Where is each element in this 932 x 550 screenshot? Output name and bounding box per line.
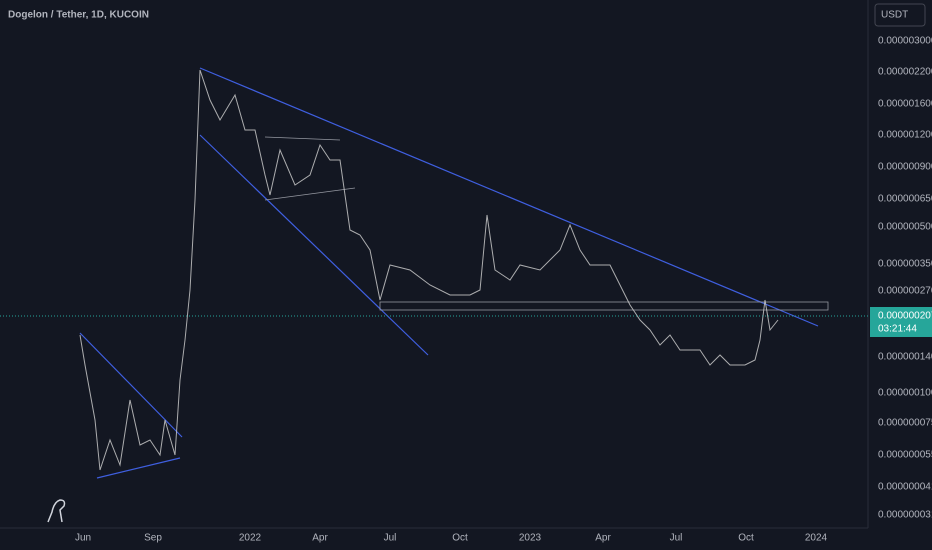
range-box: [379, 301, 829, 311]
time-label: Oct: [452, 533, 468, 544]
time-label: 2024: [805, 533, 828, 544]
current-price: 0.0000002074: [878, 311, 932, 322]
current-price-badge: [870, 307, 932, 337]
time-label: 2023: [519, 533, 542, 544]
symbol-title: Dogelon / Tether, 1D, KUCOIN: [8, 10, 149, 21]
price-label: 0.0000000310: [878, 510, 932, 521]
price-label: 0.0000000410: [878, 482, 932, 493]
trendline: [79, 332, 183, 438]
time-label: Jul: [670, 533, 683, 544]
trendline: [199, 134, 429, 356]
price-label: 0.0000000550: [878, 450, 932, 461]
price-label: 0.0000016000: [878, 99, 932, 110]
trendline: [96, 457, 181, 479]
time-label: Jun: [75, 533, 91, 544]
gray-drawings: [264, 136, 829, 311]
time-label: Apr: [312, 533, 328, 544]
logo-shape: [47, 499, 66, 523]
price-label: 0.0000000750: [878, 418, 932, 429]
logo: [47, 499, 66, 523]
trendline: [199, 67, 819, 327]
price-label: 0.0000001000: [878, 388, 932, 399]
time-label: Jul: [384, 533, 397, 544]
price-line: [79, 69, 779, 471]
time-label: 2022: [239, 533, 262, 544]
price-label: 0.0000022000: [878, 67, 932, 78]
price-label: 0.0000006500: [878, 194, 932, 205]
price-label: 0.0000002700: [878, 286, 932, 297]
price-label: 0.0000001400: [878, 352, 932, 363]
channel-line: [264, 187, 356, 201]
price-label: 0.0000030000: [878, 36, 932, 47]
channel-line: [264, 136, 341, 141]
price-label: 0.0000005000: [878, 222, 932, 233]
time-label: Sep: [144, 533, 162, 544]
time-label: Oct: [738, 533, 754, 544]
currency-label[interactable]: USDT: [881, 10, 908, 21]
trendlines: [79, 67, 819, 479]
price-label: 0.0000003500: [878, 259, 932, 270]
time-label: Apr: [595, 533, 611, 544]
price-label: 0.0000012000: [878, 130, 932, 141]
currency-button[interactable]: [874, 3, 926, 27]
price-label: 0.0000009000: [878, 162, 932, 173]
countdown: 03:21:44: [878, 324, 917, 335]
